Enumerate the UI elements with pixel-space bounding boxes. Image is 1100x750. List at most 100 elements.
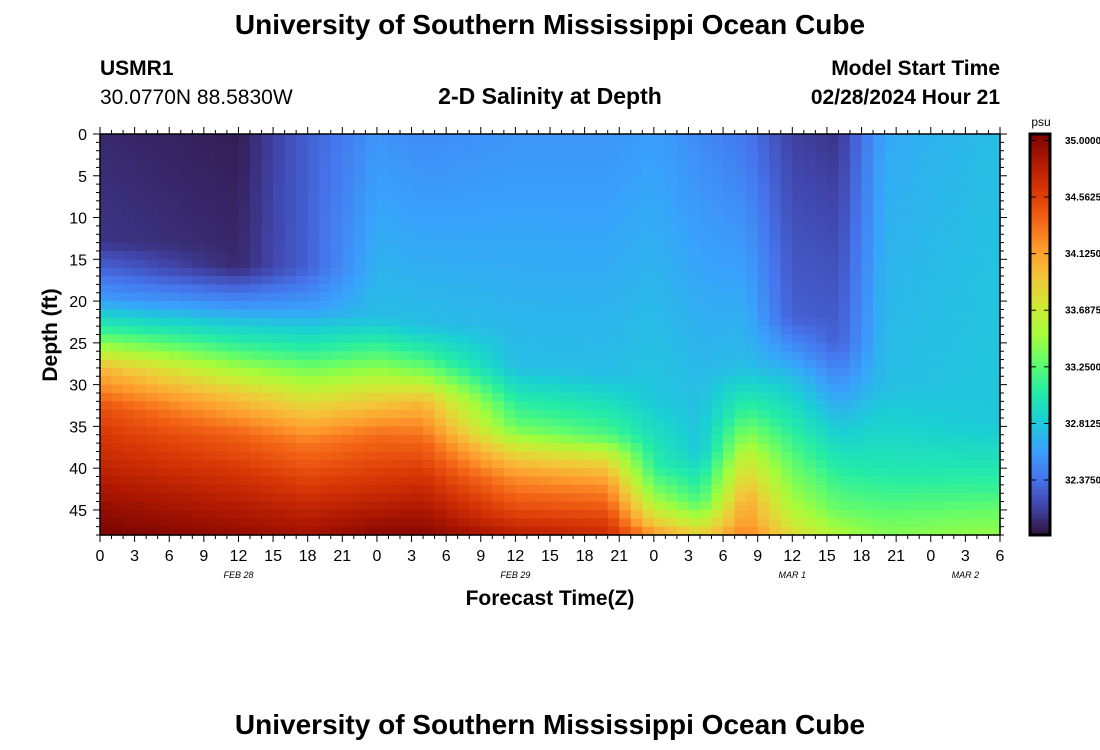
heatmap-cell bbox=[965, 468, 978, 478]
heatmap-cell bbox=[319, 401, 332, 411]
heatmap-cell bbox=[838, 225, 851, 235]
heatmap-cell bbox=[550, 209, 563, 219]
heatmap-cell bbox=[688, 225, 701, 235]
heatmap-cell bbox=[861, 409, 874, 419]
heatmap-cell bbox=[503, 192, 516, 202]
heatmap-cell bbox=[780, 276, 793, 285]
heatmap-cell bbox=[550, 484, 563, 494]
heatmap-cell bbox=[596, 284, 609, 294]
heatmap-cell bbox=[284, 159, 297, 169]
heatmap-cell bbox=[238, 418, 251, 427]
heatmap-cell bbox=[919, 384, 932, 394]
heatmap-cell bbox=[596, 326, 609, 336]
heatmap-cell bbox=[873, 284, 886, 294]
heatmap-cell bbox=[434, 209, 447, 219]
heatmap-cell bbox=[953, 493, 966, 503]
heatmap-cell bbox=[596, 359, 609, 369]
heatmap-cell bbox=[134, 443, 147, 453]
heatmap-cell bbox=[215, 150, 228, 160]
heatmap-cell bbox=[111, 476, 124, 486]
heatmap-cell bbox=[376, 468, 390, 478]
y-tick-label: 15 bbox=[69, 252, 87, 269]
heatmap-cell bbox=[480, 392, 493, 402]
heatmap-cell bbox=[596, 493, 609, 503]
heatmap-cell bbox=[111, 426, 124, 436]
heatmap-cell bbox=[700, 443, 713, 453]
heatmap-cell bbox=[596, 301, 609, 311]
heatmap-cell bbox=[100, 267, 113, 277]
heatmap-cell bbox=[146, 142, 159, 152]
heatmap-cell bbox=[123, 334, 136, 344]
heatmap-cell bbox=[353, 167, 366, 177]
heatmap-cell bbox=[676, 451, 690, 461]
heatmap-cell bbox=[492, 359, 505, 369]
heatmap-cell bbox=[169, 367, 182, 377]
heatmap-cell bbox=[526, 276, 540, 285]
heatmap-cell bbox=[792, 242, 805, 252]
heatmap-cell bbox=[665, 468, 678, 478]
heatmap-cell bbox=[873, 409, 886, 419]
heatmap-cell bbox=[630, 159, 643, 169]
heatmap-cell bbox=[319, 225, 332, 235]
heatmap-cell bbox=[746, 493, 759, 503]
heatmap-cell bbox=[457, 509, 470, 519]
heatmap-cell bbox=[896, 334, 909, 344]
heatmap-cell bbox=[561, 367, 574, 377]
heatmap-cell bbox=[930, 384, 943, 394]
date-label: MAR 1 bbox=[779, 570, 807, 580]
heatmap-cell bbox=[550, 242, 563, 252]
heatmap-cell bbox=[746, 200, 759, 210]
heatmap-cell bbox=[423, 309, 436, 319]
heatmap-cell bbox=[319, 418, 332, 427]
heatmap-cell bbox=[550, 184, 563, 194]
heatmap-cell bbox=[100, 443, 113, 453]
heatmap-cell bbox=[757, 409, 770, 419]
heatmap-cell bbox=[469, 242, 482, 252]
heatmap-cell bbox=[688, 526, 701, 536]
heatmap-cell bbox=[976, 150, 990, 160]
heatmap-cell bbox=[446, 392, 459, 402]
heatmap-cell bbox=[469, 476, 482, 486]
heatmap-cell bbox=[757, 242, 770, 252]
heatmap-cell bbox=[273, 367, 286, 377]
heatmap-cell bbox=[330, 250, 343, 260]
heatmap-cell bbox=[469, 518, 482, 528]
heatmap-cell bbox=[550, 217, 563, 227]
heatmap-cell bbox=[226, 342, 240, 352]
heatmap-cell bbox=[146, 242, 159, 252]
heatmap-cell bbox=[653, 426, 666, 436]
heatmap-cell bbox=[111, 217, 124, 227]
heatmap-cell bbox=[123, 426, 136, 436]
heatmap-cell bbox=[457, 359, 470, 369]
heatmap-cell bbox=[965, 509, 978, 519]
heatmap-cell bbox=[596, 451, 609, 461]
heatmap-cell bbox=[711, 200, 724, 210]
heatmap-cell bbox=[400, 267, 413, 277]
heatmap-cell bbox=[238, 376, 251, 386]
heatmap-cell bbox=[907, 217, 920, 227]
heatmap-cell bbox=[226, 476, 240, 486]
heatmap-cell bbox=[400, 509, 413, 519]
heatmap-cell bbox=[942, 501, 955, 511]
heatmap-cell bbox=[342, 209, 355, 219]
heatmap-cell bbox=[573, 518, 586, 528]
heatmap-cell bbox=[365, 526, 378, 536]
heatmap-cell bbox=[757, 493, 770, 503]
heatmap-cell bbox=[400, 276, 413, 285]
heatmap-cell bbox=[584, 351, 597, 361]
heatmap-cell bbox=[723, 426, 736, 436]
heatmap-cell bbox=[550, 175, 563, 185]
heatmap-cell bbox=[619, 409, 632, 419]
heatmap-cell bbox=[873, 267, 886, 277]
heatmap-cell bbox=[619, 392, 632, 402]
heatmap-cell bbox=[919, 342, 932, 352]
heatmap-cell bbox=[215, 250, 228, 260]
heatmap-cell bbox=[284, 217, 297, 227]
heatmap-cell bbox=[192, 284, 205, 294]
heatmap-cell bbox=[134, 309, 147, 319]
heatmap-cell bbox=[653, 518, 666, 528]
heatmap-cell bbox=[388, 518, 401, 528]
heatmap-cell bbox=[642, 384, 655, 394]
heatmap-cell bbox=[365, 351, 378, 361]
heatmap-cell bbox=[353, 409, 366, 419]
